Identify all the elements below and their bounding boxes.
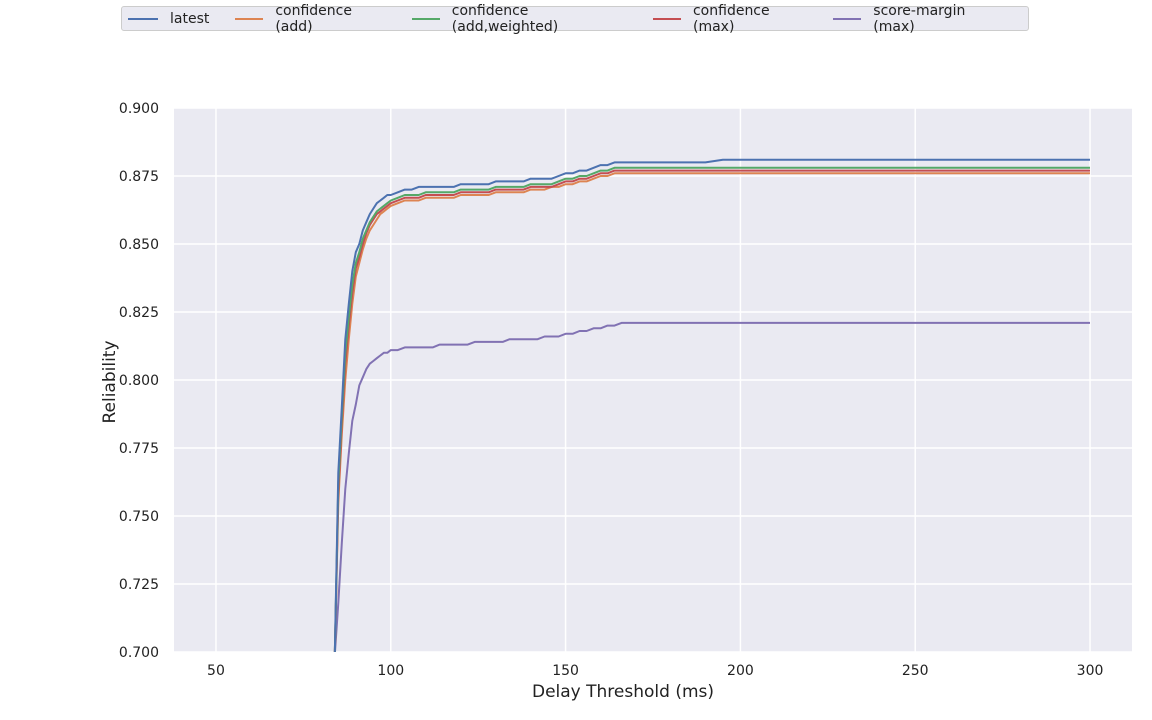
y-tick-label: 0.900 bbox=[119, 101, 159, 117]
legend-label: score-margin (max) bbox=[873, 2, 966, 35]
series-line-score-margin-max- bbox=[333, 321, 1090, 652]
legend-swatch bbox=[128, 17, 158, 20]
x-tick-label: 300 bbox=[1077, 663, 1104, 679]
legend-item: confidence (add) bbox=[235, 3, 385, 35]
x-tick-label: 200 bbox=[727, 663, 754, 679]
legend-swatch bbox=[411, 17, 440, 20]
legend-label: latest bbox=[170, 10, 210, 27]
legend-item: confidence (max) bbox=[653, 3, 807, 35]
legend-item: score-margin (max) bbox=[833, 3, 1002, 35]
y-tick-label: 0.875 bbox=[119, 169, 159, 185]
legend-label: confidence (max) bbox=[692, 2, 770, 35]
legend-swatch bbox=[833, 17, 862, 20]
legend-item: confidence (add,weighted) bbox=[411, 2, 627, 35]
y-tick-label: 0.750 bbox=[119, 509, 159, 525]
x-tick-label: 250 bbox=[902, 663, 929, 679]
legend-label: confidence (add) bbox=[275, 2, 352, 35]
chart-legend: latest confidence (add) confidence (add,we… bbox=[121, 3, 1029, 35]
x-tick-label: 150 bbox=[552, 663, 579, 679]
y-tick-label: 0.725 bbox=[119, 577, 159, 593]
series-lines bbox=[333, 158, 1090, 652]
y-tick-label: 0.700 bbox=[119, 645, 159, 661]
y-axis-label: Reliability bbox=[100, 340, 120, 423]
series-line-confidence-add-weighted- bbox=[333, 166, 1090, 652]
y-tick-label: 0.825 bbox=[119, 305, 159, 321]
x-tick-label: 100 bbox=[377, 663, 404, 679]
series-line-latest bbox=[333, 158, 1090, 652]
y-tick-label: 0.800 bbox=[119, 373, 159, 389]
y-tick-label: 0.850 bbox=[119, 237, 159, 253]
y-tick-label: 0.775 bbox=[119, 441, 159, 457]
series-line-confidence-max- bbox=[333, 169, 1090, 652]
series-line-confidence-add- bbox=[333, 172, 1090, 652]
x-axis-label: Delay Threshold (ms) bbox=[532, 682, 714, 702]
legend-swatch bbox=[235, 17, 264, 20]
legend-swatch bbox=[653, 17, 681, 20]
legend-item: latest bbox=[128, 11, 209, 27]
x-tick-label: 50 bbox=[207, 663, 225, 679]
legend-label: confidence (add,weighted) bbox=[451, 2, 559, 35]
